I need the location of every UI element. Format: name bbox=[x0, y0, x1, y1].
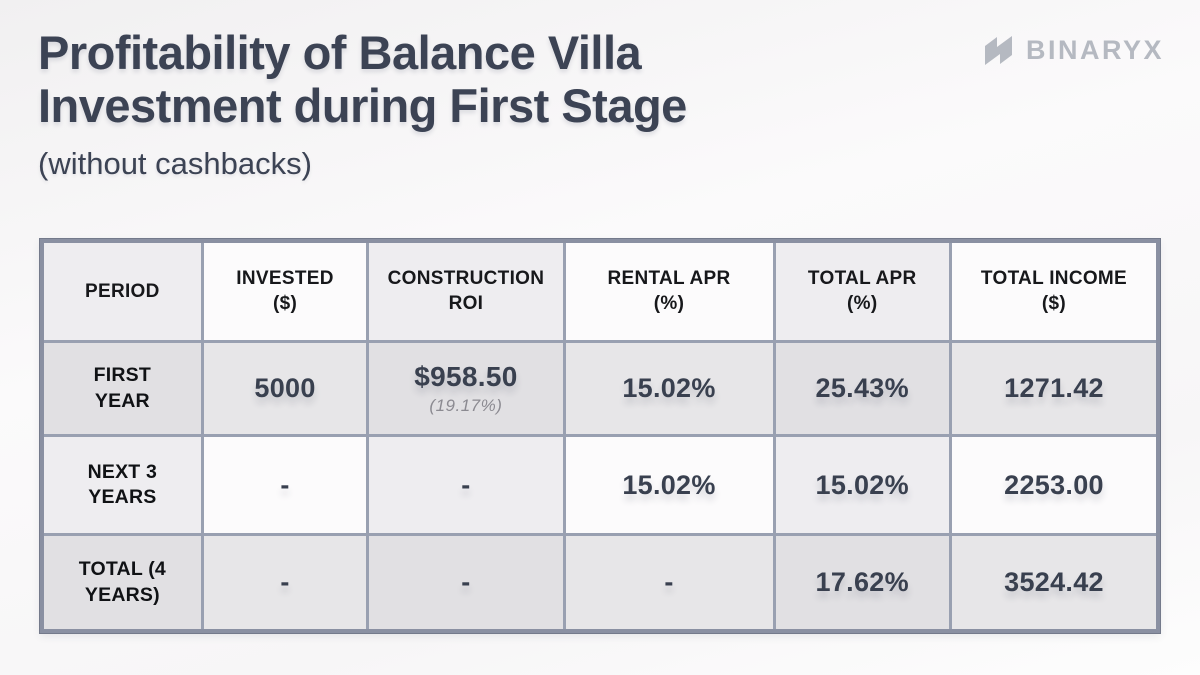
period-label-line2: YEAR bbox=[94, 389, 150, 412]
flag-zigzag-icon bbox=[984, 36, 1012, 65]
cell-first-year-total-income: 1271.42 bbox=[951, 342, 1156, 435]
column-header-invested: INVESTED ($) bbox=[203, 243, 367, 340]
column-header-line2: ROI bbox=[448, 293, 484, 315]
page-title-line2: Investment during First Stage bbox=[38, 79, 687, 133]
column-header-line1: RENTAL APR bbox=[607, 267, 731, 289]
column-header-construction-roi: CONSTRUCTION ROI bbox=[369, 243, 563, 340]
row-first-year-period: FIRST YEAR bbox=[44, 342, 201, 435]
column-header-period: PERIOD bbox=[44, 243, 201, 340]
cell-total-4-years-rental-apr: - bbox=[565, 536, 773, 629]
column-header-line1: TOTAL APR bbox=[807, 267, 917, 289]
column-header-total-apr: TOTAL APR (%) bbox=[775, 243, 949, 340]
column-header-line1: TOTAL INCOME bbox=[980, 267, 1128, 289]
binaryx-logo: BINARYX bbox=[981, 30, 1164, 70]
cell-next-3-years-invested: - bbox=[203, 437, 367, 534]
page-subtitle: (without cashbacks) bbox=[38, 146, 312, 182]
column-header-rental-apr: RENTAL APR (%) bbox=[565, 243, 773, 340]
column-header-line2: (%) bbox=[653, 293, 685, 315]
column-header-line2: (%) bbox=[847, 293, 878, 315]
cell-next-3-years-total-apr: 15.02% bbox=[775, 437, 949, 534]
period-label-line2: YEARS bbox=[88, 486, 157, 509]
profitability-table: PERIOD INVESTED ($) CONSTRUCTION ROI REN… bbox=[40, 239, 1160, 633]
cell-next-3-years-construction-roi: - bbox=[369, 437, 563, 534]
heading-block: Profitability of Balance Villa Investmen… bbox=[38, 26, 687, 182]
column-header-line1: PERIOD bbox=[85, 280, 160, 302]
construction-roi-value: $958.50 bbox=[414, 361, 518, 393]
period-label-line1: TOTAL (4 bbox=[78, 558, 166, 581]
column-header-line2: ($) bbox=[1041, 293, 1067, 315]
cell-next-3-years-rental-apr: 15.02% bbox=[565, 437, 773, 534]
cell-next-3-years-total-income: 2253.00 bbox=[951, 437, 1156, 534]
cell-total-4-years-construction-roi: - bbox=[369, 536, 563, 629]
row-next-3-years-period: NEXT 3 YEARS bbox=[44, 437, 201, 534]
column-header-total-income: TOTAL INCOME ($) bbox=[951, 243, 1156, 340]
page-title: Profitability of Balance Villa Investmen… bbox=[38, 26, 687, 132]
construction-roi-percent: (19.17%) bbox=[429, 396, 503, 416]
column-header-line1: CONSTRUCTION bbox=[387, 267, 545, 289]
cell-first-year-rental-apr: 15.02% bbox=[565, 342, 773, 435]
cell-total-4-years-invested: - bbox=[203, 536, 367, 629]
period-label-line2: YEARS) bbox=[84, 583, 160, 606]
cell-total-4-years-total-apr: 17.62% bbox=[775, 536, 949, 629]
period-label-line1: NEXT 3 bbox=[87, 460, 158, 483]
cell-first-year-construction-roi: $958.50 (19.17%) bbox=[369, 342, 563, 435]
cell-total-4-years-total-income: 3524.42 bbox=[951, 536, 1156, 629]
page-title-line1: Profitability of Balance Villa bbox=[38, 26, 642, 79]
cell-first-year-invested: 5000 bbox=[203, 342, 367, 435]
period-label-line1: FIRST bbox=[93, 364, 152, 387]
cell-first-year-total-apr: 25.43% bbox=[775, 342, 949, 435]
binaryx-logo-text: BINARYX bbox=[1025, 34, 1164, 65]
column-header-line1: INVESTED bbox=[236, 267, 334, 289]
column-header-line2: ($) bbox=[272, 293, 298, 315]
row-total-4-years-period: TOTAL (4 YEARS) bbox=[44, 536, 201, 629]
